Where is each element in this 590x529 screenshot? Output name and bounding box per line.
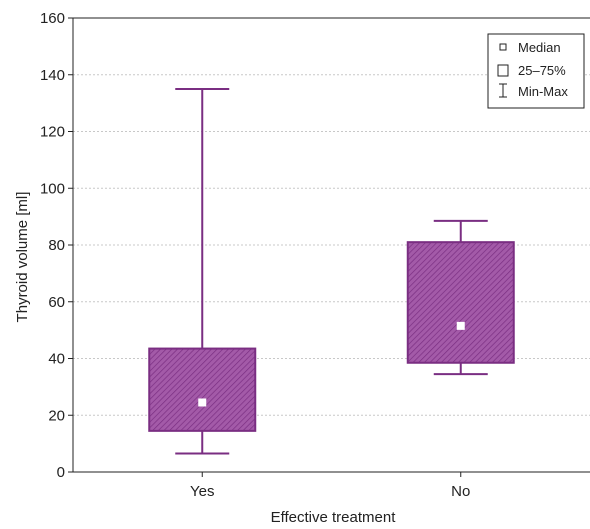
x-tick-label: No	[451, 483, 470, 500]
plot-frame	[72, 17, 590, 473]
legend-median-marker	[499, 43, 507, 51]
y-axis-label: Thyroid volume [ml]	[14, 192, 31, 323]
legend-box-label: 25–75%	[518, 63, 566, 78]
y-tick-label: 100	[40, 180, 65, 197]
y-tick-label: 0	[57, 464, 65, 481]
iqr-box	[148, 347, 257, 432]
median-marker	[198, 398, 207, 407]
legend-whisker-marker	[499, 83, 507, 98]
y-tick-label: 20	[48, 407, 65, 424]
iqr-box	[406, 241, 515, 364]
y-tick-label: 40	[48, 351, 65, 368]
y-tick-label: 140	[40, 67, 65, 84]
y-tick-label: 120	[40, 124, 65, 141]
box-no	[406, 219, 515, 376]
x-axis-label: Effective treatment	[271, 509, 397, 526]
box-series	[148, 87, 515, 455]
median-marker	[456, 321, 465, 330]
box-yes	[148, 87, 257, 455]
y-tick-label: 160	[40, 10, 65, 27]
y-tick-label: 60	[48, 294, 65, 311]
x-tick-label: Yes	[190, 483, 214, 500]
y-axis-ticks: 0 20 40 60 80 100 120 140 160	[40, 10, 73, 481]
legend: Median 25–75% Min-Max	[487, 33, 585, 109]
y-tick-label: 80	[48, 237, 65, 254]
legend-median-label: Median	[518, 40, 561, 55]
legend-box-marker	[497, 64, 509, 77]
legend-whisker-label: Min-Max	[518, 84, 568, 99]
x-axis-ticks: Yes No	[190, 472, 470, 500]
